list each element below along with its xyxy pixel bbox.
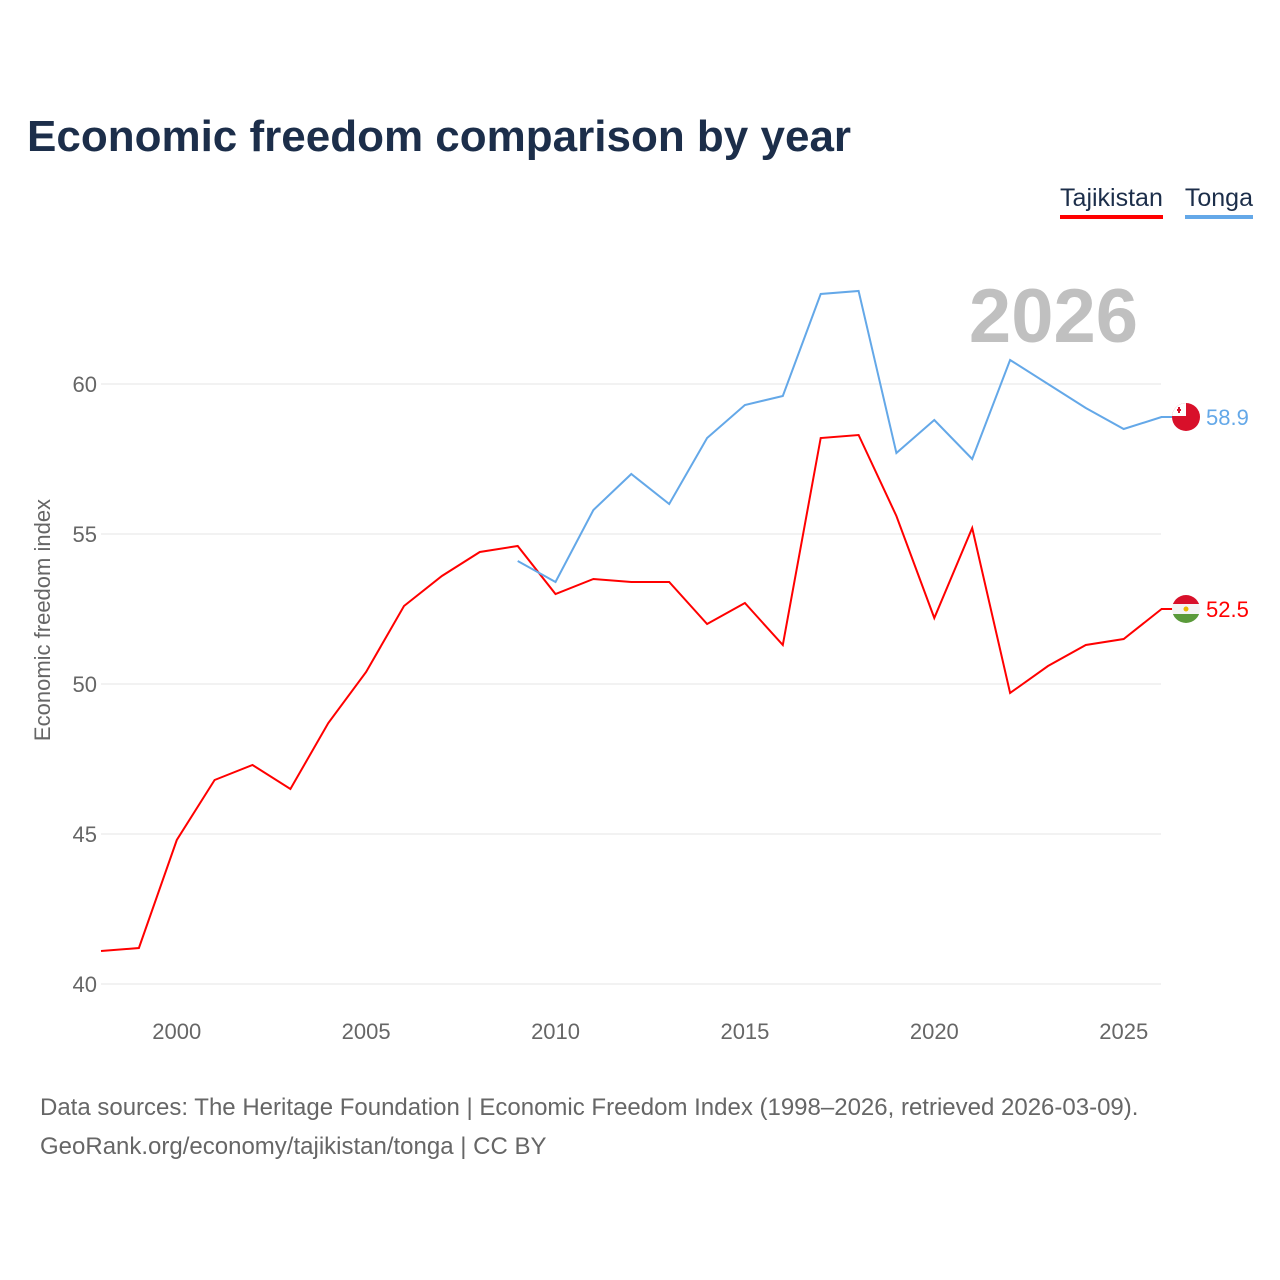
legend: Tajikistan Tonga bbox=[1060, 184, 1253, 219]
chart-title: Economic freedom comparison by year bbox=[27, 112, 852, 161]
y-tick-label: 50 bbox=[73, 672, 97, 697]
series-line-tonga bbox=[517, 289, 1162, 584]
y-tick-label: 60 bbox=[73, 372, 97, 397]
x-tick-label: 2020 bbox=[910, 1019, 959, 1044]
tajikistan-flag-crown bbox=[1183, 606, 1189, 612]
y-tick-label: 45 bbox=[73, 822, 97, 847]
tonga-flag-cross bbox=[1178, 407, 1180, 413]
legend-item-tajikistan[interactable]: Tajikistan bbox=[1060, 184, 1163, 219]
y-tick-label: 55 bbox=[73, 522, 97, 547]
x-tick-label: 2010 bbox=[531, 1019, 580, 1044]
source-text: Data sources: The Heritage Foundation | … bbox=[40, 1094, 1139, 1121]
y-tick-label: 40 bbox=[73, 972, 97, 997]
x-tick-label: 2000 bbox=[152, 1019, 201, 1044]
footer: Data sources: The Heritage Foundation | … bbox=[40, 1088, 1138, 1166]
year-watermark: 2026 bbox=[969, 274, 1138, 359]
x-tick-label: 2005 bbox=[342, 1019, 391, 1044]
end-value-label: 58.9 bbox=[1206, 405, 1249, 430]
series-line-tajikistan bbox=[100, 433, 1163, 952]
attribution-text: GeoRank.org/economy/tajikistan/tonga | C… bbox=[40, 1133, 547, 1160]
tajikistan-flag-icon bbox=[1172, 595, 1200, 604]
x-tick-label: 2025 bbox=[1099, 1019, 1148, 1044]
y-axis-label: Economic freedom index bbox=[30, 499, 55, 741]
x-tick-label: 2015 bbox=[720, 1019, 769, 1044]
tajikistan-flag-green bbox=[1172, 614, 1200, 623]
legend-item-tonga[interactable]: Tonga bbox=[1184, 184, 1253, 219]
end-value-label: 52.5 bbox=[1206, 597, 1249, 622]
